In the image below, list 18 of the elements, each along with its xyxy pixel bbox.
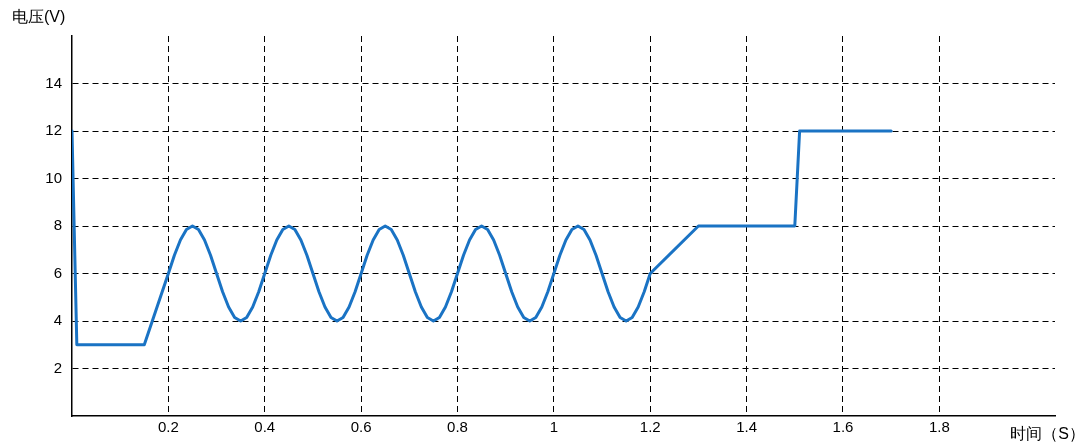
x-tick-label: 1.8 xyxy=(928,418,950,436)
y-tick-label: 12 xyxy=(45,121,62,139)
y-tick-label: 10 xyxy=(45,168,62,186)
y-tick-label: 2 xyxy=(53,358,62,376)
y-tick-label: 4 xyxy=(53,311,62,329)
x-tick-label: 1.6 xyxy=(832,418,854,436)
y-tick-label: 14 xyxy=(45,73,62,91)
x-tick-label: 0.8 xyxy=(447,418,468,436)
x-tick-label: 0.4 xyxy=(254,418,276,436)
x-tick-label: 1.4 xyxy=(736,418,758,436)
x-axis-title: 时间（S） xyxy=(1010,425,1085,443)
y-tick-label: 6 xyxy=(53,263,62,281)
y-tick-label: 8 xyxy=(53,216,62,234)
x-tick-label: 1 xyxy=(549,418,559,436)
x-tick-label: 0.2 xyxy=(157,418,179,436)
x-tick-label: 0.6 xyxy=(350,418,372,436)
y-axis-title: 电压(V) xyxy=(12,8,66,26)
x-tick-label: 1.2 xyxy=(639,418,661,436)
